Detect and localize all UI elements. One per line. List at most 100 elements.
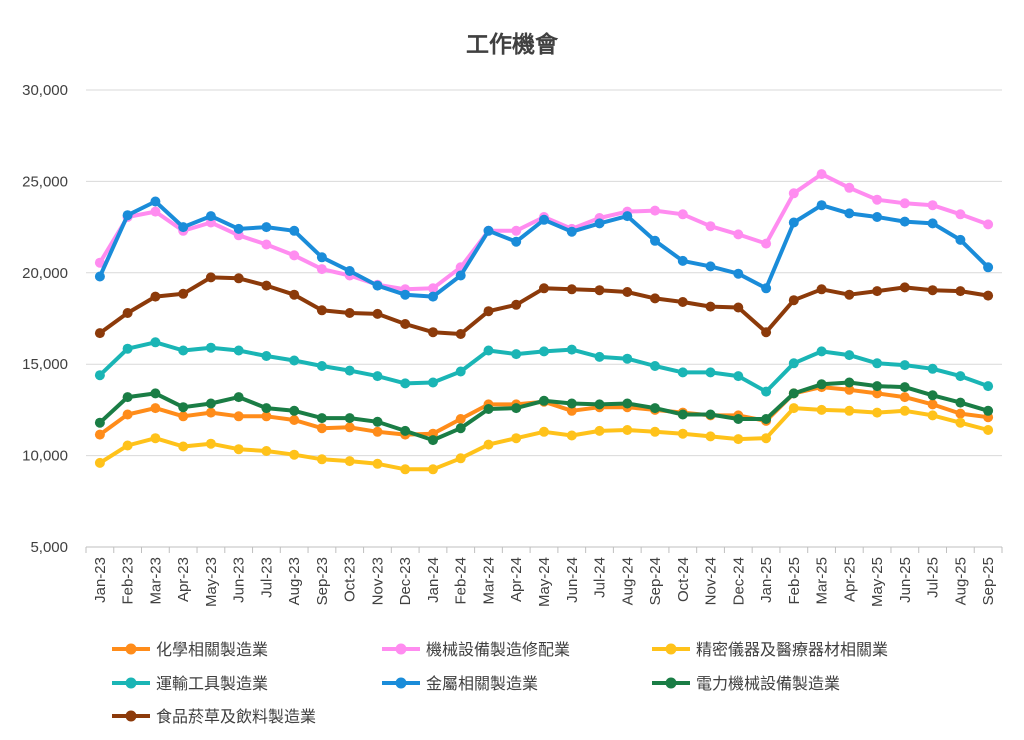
data-point <box>122 210 133 221</box>
data-point <box>150 196 161 207</box>
data-point <box>539 395 549 406</box>
data-point <box>788 358 799 369</box>
series-6 <box>94 377 994 446</box>
data-point <box>844 405 855 416</box>
x-tick-label: Oct-23 <box>342 557 359 602</box>
data-point <box>344 413 355 424</box>
data-point <box>94 457 105 468</box>
data-point <box>927 200 938 211</box>
data-point <box>566 226 577 237</box>
series-3 <box>94 403 994 475</box>
legend-swatch-marker <box>395 677 407 689</box>
data-point <box>455 453 466 464</box>
data-point <box>761 414 772 424</box>
data-point <box>316 423 327 434</box>
data-point <box>205 398 216 409</box>
legend-swatch-marker <box>125 643 137 655</box>
y-tick-label: 20,000 <box>22 265 68 282</box>
data-point <box>94 257 105 268</box>
x-tick-label: Jul-24 <box>592 557 609 598</box>
data-point <box>622 398 633 409</box>
data-point <box>150 291 161 302</box>
data-point <box>650 293 660 304</box>
data-point <box>844 384 855 395</box>
data-point <box>150 388 161 399</box>
data-point <box>844 377 855 388</box>
x-tick-label: Aug-23 <box>286 557 303 605</box>
data-point <box>261 403 272 414</box>
x-tick-label: Jun-24 <box>564 557 581 603</box>
data-point <box>539 426 549 437</box>
data-point <box>316 413 327 424</box>
data-point <box>677 409 688 420</box>
data-point <box>983 425 994 435</box>
data-point <box>316 361 327 371</box>
data-point <box>483 345 494 356</box>
data-point <box>261 411 272 422</box>
x-tick-label: Sep-25 <box>980 557 997 605</box>
data-point <box>511 236 522 247</box>
legend-label: 食品菸草及飲料製造業 <box>156 707 316 726</box>
legend-label: 電力機械設備製造業 <box>696 674 840 693</box>
data-point <box>344 456 355 467</box>
data-point <box>899 216 910 227</box>
data-point <box>872 381 883 392</box>
data-point <box>816 404 827 415</box>
x-tick-label: Dec-23 <box>397 557 414 605</box>
data-point <box>733 268 744 279</box>
data-point <box>955 397 966 408</box>
data-point <box>927 363 938 374</box>
data-point <box>344 422 355 433</box>
x-tick-label: Feb-25 <box>786 557 803 605</box>
data-point <box>372 458 383 469</box>
legend-label: 金屬相關製造業 <box>426 674 538 693</box>
data-point <box>872 212 883 222</box>
y-axis: 5,000 10,000 15,000 20,000 25,000 30,000 <box>22 82 68 556</box>
data-point <box>122 308 133 318</box>
data-point <box>344 266 355 276</box>
data-point <box>400 319 411 329</box>
legend-swatch-marker <box>395 643 407 655</box>
data-point <box>261 351 272 361</box>
x-tick-label: Aug-25 <box>952 557 969 605</box>
data-point <box>261 280 272 291</box>
data-point <box>566 398 577 409</box>
data-point <box>899 405 910 416</box>
legend-item: 運輸工具製造業 <box>112 674 268 693</box>
legend-label: 機械設備製造修配業 <box>426 640 570 659</box>
data-point <box>677 297 688 307</box>
data-point <box>483 404 494 414</box>
data-point <box>844 350 855 361</box>
data-point <box>455 414 466 424</box>
data-point <box>705 409 716 420</box>
data-point <box>955 371 966 382</box>
data-point <box>233 392 244 403</box>
y-tick-label: 25,000 <box>22 173 68 190</box>
series-2 <box>94 169 994 295</box>
data-point <box>316 252 327 263</box>
data-point <box>872 194 883 205</box>
data-point <box>677 428 688 439</box>
data-point <box>289 415 300 425</box>
legend-item: 精密儀器及醫療器材相關業 <box>652 640 888 659</box>
x-tick-label: May-24 <box>536 557 553 607</box>
data-point <box>927 285 938 296</box>
x-tick-label: Jan-25 <box>758 557 775 603</box>
data-point <box>261 446 272 456</box>
data-point <box>539 283 549 294</box>
data-point <box>872 388 883 399</box>
legend-label: 化學相關製造業 <box>156 640 268 659</box>
legend-item: 化學相關製造業 <box>112 640 268 659</box>
data-point <box>205 211 216 222</box>
series-line <box>97 172 991 292</box>
data-point <box>566 344 577 355</box>
data-point <box>539 214 549 225</box>
data-point <box>844 208 855 219</box>
data-point <box>455 366 466 377</box>
data-point <box>483 306 494 317</box>
data-point <box>233 273 244 284</box>
x-tick-label: Feb-24 <box>453 557 470 605</box>
data-point <box>650 361 660 371</box>
data-point <box>150 337 161 348</box>
